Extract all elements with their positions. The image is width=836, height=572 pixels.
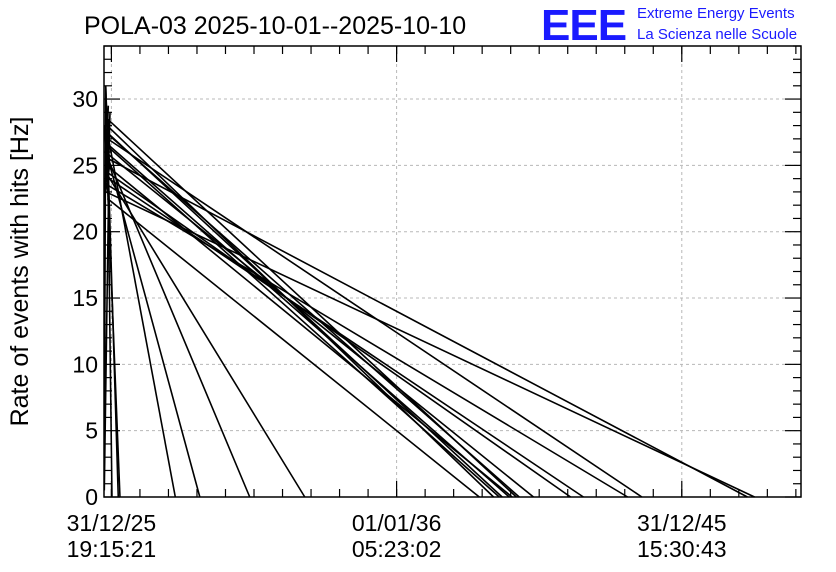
x-tick-date: 31/12/25 [67, 510, 157, 536]
series-segment-6 [105, 171, 306, 498]
series-segment-8 [108, 144, 510, 498]
series-segment-17 [106, 144, 500, 498]
logo-line-2: La Scienza nelle Scuole [637, 26, 797, 43]
series-segment-21 [106, 171, 572, 498]
plot-frame [103, 45, 802, 498]
x-tick-date: 01/01/36 [352, 510, 442, 536]
series-segment-20 [107, 184, 629, 498]
y-tick-label: 15 [72, 285, 98, 311]
logo-letters: EEE [541, 1, 626, 50]
x-tick-time: 05:23:02 [352, 536, 442, 562]
series-segment-2 [104, 125, 121, 498]
series-segment-14 [105, 191, 755, 498]
grid [104, 46, 801, 497]
y-tick-label: 0 [85, 484, 98, 510]
x-tick-date: 31/12/45 [637, 510, 727, 536]
axis-ticks [104, 45, 801, 498]
series-segment-18 [106, 197, 480, 498]
y-axis-title: Rate of events with hits [Hz] [6, 117, 34, 427]
series [103, 85, 755, 498]
series-segment-11 [104, 151, 534, 498]
y-tick-label: 5 [85, 418, 98, 444]
x-tick-time: 19:15:21 [67, 536, 157, 562]
y-tick-label: 10 [72, 351, 98, 377]
series-segment-19 [105, 131, 520, 498]
series-segment-15 [107, 158, 748, 498]
eee-logo: EEE Extreme Energy Events La Scienza nel… [541, 1, 797, 50]
chart-title: POLA-03 2025-10-01--2025-10-10 [84, 12, 466, 40]
y-tick-label: 20 [72, 219, 98, 245]
series-segment-10 [106, 164, 513, 498]
y-tick-label: 30 [72, 86, 98, 112]
logo-line-1: Extreme Energy Events [637, 5, 795, 22]
y-tick-label: 25 [72, 152, 98, 178]
series-segment-12 [108, 177, 584, 498]
x-tick-time: 15:30:43 [637, 536, 727, 562]
